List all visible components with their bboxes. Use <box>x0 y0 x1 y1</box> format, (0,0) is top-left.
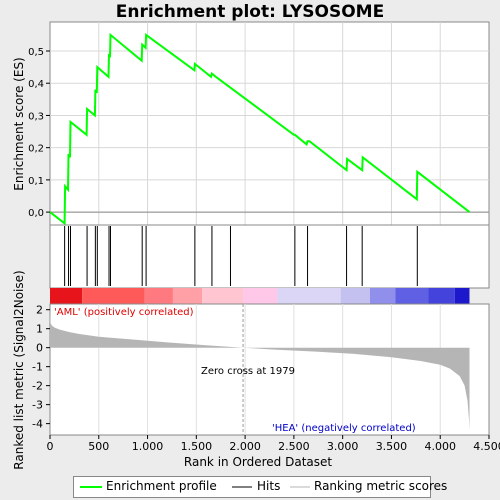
color-bar-segment <box>454 288 470 304</box>
color-bar-segment <box>428 288 455 304</box>
color-bar-segment <box>202 288 244 304</box>
x-tick-label: 1.500 <box>181 440 213 453</box>
metric-ytick-label: -4 <box>32 418 43 431</box>
color-bar-segment <box>395 288 429 304</box>
metric-ytick-label: 2 <box>36 304 43 317</box>
es-axis-label: Enrichment score (ES) <box>12 57 26 190</box>
metric-panel <box>49 303 490 436</box>
es-ytick-label: 0,3 <box>28 111 44 122</box>
x-tick-label: 1.000 <box>132 440 164 453</box>
metric-ytick-label: -3 <box>32 399 43 412</box>
legend: Enrichment profile Hits Ranking metric s… <box>73 476 447 498</box>
color-bar-segment <box>50 288 83 304</box>
color-bar-segment <box>243 288 278 304</box>
es-ytick-label: 0,5 <box>28 47 44 58</box>
x-tick-label: 4.000 <box>424 440 456 453</box>
metric-ytick-label: 1 <box>36 323 43 336</box>
chart-title: Enrichment plot: LYSOSOME <box>115 2 385 22</box>
metric-ytick-label: 0 <box>36 342 43 355</box>
es-ytick-label: 0,2 <box>28 144 44 155</box>
color-bar-segment <box>82 288 145 304</box>
x-tick-label: 0 <box>47 440 54 453</box>
x-axis-label: Rank in Ordered Dataset <box>184 455 332 469</box>
x-tick-label: 500 <box>88 440 109 453</box>
color-bar-segment <box>340 288 370 304</box>
color-bar-segment <box>277 288 341 304</box>
x-tick-label: 2.000 <box>229 440 261 453</box>
es-ytick-label: 0,0 <box>28 208 44 219</box>
legend-label-hits: Hits <box>257 479 281 493</box>
x-tick-label: 4.500 <box>473 440 500 453</box>
es-ytick-label: 0,4 <box>28 79 44 90</box>
color-bar-segment <box>144 288 173 304</box>
metric-axis-label: Ranked list metric (Signal2Noise) <box>12 270 26 469</box>
legend-label-ranking: Ranking metric scores <box>314 479 448 493</box>
x-tick-label: 3.500 <box>376 440 408 453</box>
color-bar-segment <box>369 288 396 304</box>
metric-ytick-label: -2 <box>32 380 43 393</box>
es-ytick-label: 0,1 <box>28 176 44 187</box>
hits-panel <box>49 224 490 289</box>
metric-ytick-label: -1 <box>32 361 43 374</box>
zero-cross-label: Zero cross at 1979 <box>201 366 295 377</box>
positive-label: 'AML' (positively correlated) <box>54 307 194 318</box>
legend-label-enrichment: Enrichment profile <box>106 479 217 493</box>
color-bar-segment <box>172 288 203 304</box>
x-tick-label: 2.500 <box>278 440 310 453</box>
es-panel <box>49 21 490 226</box>
enrichment-profile-line <box>49 32 471 226</box>
negative-label: 'HEA' (negatively correlated) <box>272 423 416 434</box>
x-tick-label: 3.000 <box>327 440 359 453</box>
